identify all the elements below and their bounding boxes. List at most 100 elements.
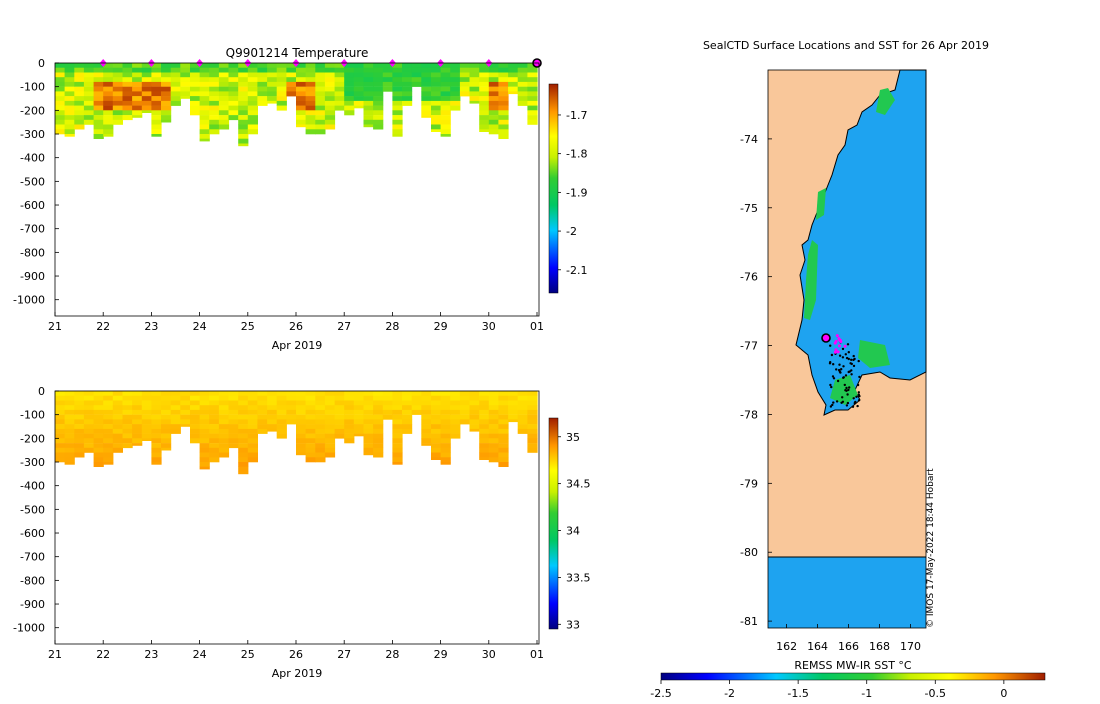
temperature-cell: [103, 96, 114, 102]
temperature-cell: [103, 129, 114, 135]
salinity-cell: [141, 424, 152, 430]
salinity-cell: [469, 400, 480, 406]
salinity-cell: [247, 405, 258, 411]
temperature-cell: [180, 81, 191, 87]
salinity-cell: [170, 414, 181, 420]
track-point-recent: [843, 344, 847, 348]
salinity-cell: [122, 414, 133, 420]
colorbar-tick-label: 33.5: [566, 571, 591, 584]
salinity-cell: [392, 405, 403, 411]
salinity-cell: [122, 443, 133, 449]
temperature-cell: [488, 77, 499, 83]
temperature-cell: [83, 100, 95, 106]
salinity-cell: [247, 452, 258, 458]
temperature-cell: [228, 115, 239, 121]
sst-colorbar-ticks: -2.5 -2 -1.5 -1 -0.5 0: [650, 680, 1007, 700]
temperature-cell: [238, 110, 249, 116]
salinity-cell: [209, 391, 220, 396]
temperature-cell: [479, 72, 490, 78]
temperature-cell: [199, 115, 210, 121]
temperature-cell: [498, 86, 509, 92]
temperature-cell: [103, 100, 114, 106]
salinity-cell: [228, 438, 239, 444]
salinity-cell: [257, 405, 268, 411]
temperature-cell: [209, 77, 220, 83]
salinity-cell: [103, 452, 114, 458]
temperature-cell: [421, 81, 432, 87]
salinity-cell: [517, 400, 528, 406]
salinity-cell: [315, 405, 326, 411]
temperature-cell: [392, 110, 403, 116]
salinity-cell: [286, 414, 297, 420]
temperature-cell: [247, 100, 258, 106]
temperature-cell: [488, 124, 499, 130]
salinity-cell: [238, 414, 249, 420]
salinity-cell: [112, 419, 123, 425]
temperature-cell: [228, 105, 239, 111]
temperature-cell: [132, 96, 143, 102]
salinity-cell: [431, 452, 442, 458]
temperature-cell: [247, 119, 258, 125]
salinity-cell: [141, 409, 152, 415]
temperature-cell: [209, 96, 220, 102]
temperature-cell: [373, 100, 384, 106]
temperature-cell: [353, 81, 364, 87]
salinity-cell: [161, 428, 172, 434]
salinity-cell: [151, 414, 162, 420]
temperature-cell: [488, 129, 499, 135]
temperature-cell: [238, 105, 249, 111]
temperature-cell: [450, 72, 461, 78]
temperature-cell: [112, 77, 123, 83]
temperature-cell: [276, 96, 287, 102]
temperature-cell: [296, 100, 307, 106]
salinity-cell: [93, 400, 104, 406]
salinity-cell: [440, 433, 451, 439]
salinity-cell: [199, 462, 210, 467]
salinity-cell: [112, 400, 123, 406]
salinity-cell: [508, 391, 519, 396]
x-tick-label: 27: [337, 648, 351, 661]
track-point: [847, 357, 850, 361]
temperature-cell: [421, 105, 432, 111]
salinity-cell: [170, 400, 181, 406]
salinity-cell: [431, 424, 442, 430]
temperature-cell: [93, 115, 104, 121]
track-point: [832, 377, 836, 380]
salinity-cell: [324, 391, 336, 396]
salinity-cell: [315, 433, 326, 439]
temperature-cell: [132, 63, 143, 68]
temperature-cell: [93, 96, 104, 102]
temperature-cell: [276, 105, 287, 111]
temperature-cell: [296, 77, 307, 83]
temperature-cell: [334, 67, 345, 73]
temperature-cell: [392, 124, 403, 130]
temperature-cell: [228, 67, 239, 73]
salinity-cell: [373, 395, 384, 401]
map-title: SealCTD Surface Locations and SST for 26…: [703, 39, 989, 52]
temperature-cell: [64, 63, 75, 68]
salinity-cell: [488, 443, 499, 449]
track-point: [850, 373, 853, 376]
salinity-cell: [141, 391, 152, 396]
salinity-cell: [141, 414, 152, 420]
temperature-cell: [324, 63, 336, 68]
temperature-cell: [218, 91, 230, 97]
temperature-cell: [190, 67, 201, 73]
temperature-cell: [324, 110, 336, 116]
temperature-cell: [64, 81, 75, 87]
temperature-cell: [459, 63, 471, 68]
temperature-cell: [209, 86, 220, 92]
temperature-cell: [132, 110, 143, 116]
salinity-cell: [315, 395, 326, 401]
temperature-cell: [103, 72, 114, 78]
salinity-cell: [122, 428, 133, 434]
temperature-cell: [286, 72, 297, 78]
temperature-cell: [64, 124, 75, 130]
temperature-cell: [363, 81, 374, 87]
temperature-cell: [228, 110, 239, 116]
salinity-cell: [353, 391, 364, 396]
salinity-cell: [238, 391, 249, 396]
map-x-tick-label: 166: [838, 640, 859, 653]
temperature-cell: [161, 105, 172, 111]
salinity-cell: [161, 433, 172, 439]
